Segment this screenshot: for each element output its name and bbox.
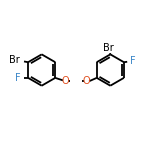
Text: F: F xyxy=(15,73,21,83)
Text: O: O xyxy=(62,76,69,86)
Text: O: O xyxy=(83,76,90,86)
Text: F: F xyxy=(130,56,136,66)
Text: Br: Br xyxy=(104,43,114,53)
Text: Br: Br xyxy=(9,55,19,64)
